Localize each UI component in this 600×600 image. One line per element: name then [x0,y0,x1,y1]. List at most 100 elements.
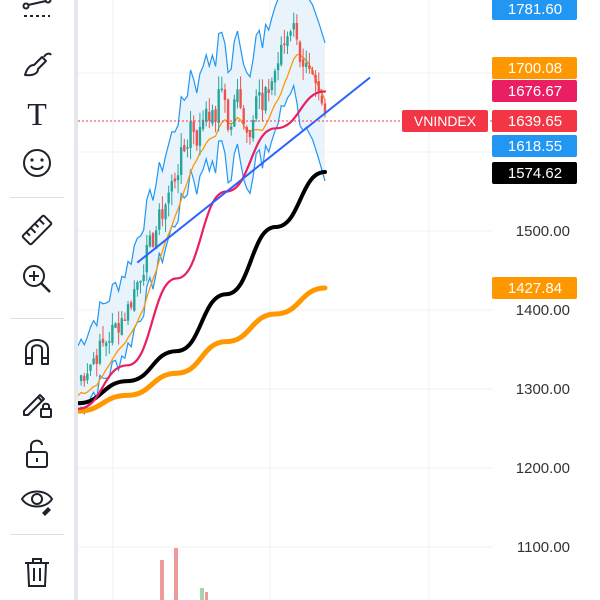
candle-body [114,323,117,328]
toolbar-divider [74,0,78,600]
price-tag-background [492,135,577,157]
volume-bars [160,548,208,600]
candle-body [195,130,199,146]
brush-tool-icon [24,52,52,77]
price-tag-background [492,162,577,184]
candle-body [292,23,295,30]
candle-body [298,42,302,62]
emoji-tool-button[interactable] [12,142,62,184]
candle-body [167,192,170,204]
candle-body [92,358,95,364]
candle-body [86,373,89,381]
candle-body [239,89,242,108]
candle-body [83,376,86,382]
price-tag: 1700.08 [492,57,577,79]
candle-body [233,99,236,127]
y-tick-label: 1100.00 [517,539,570,556]
candle-body [305,62,308,67]
volume-bar [200,588,204,600]
candle-body [317,81,320,93]
candle-body [236,89,239,103]
candle-body [95,355,98,365]
candle-body [255,96,258,119]
candle-body [123,319,127,322]
y-tick-label: 1200.00 [516,460,570,477]
candle-body [120,318,123,335]
lock-drawing-tool-icon [23,394,52,418]
emoji-tool-icon [23,149,51,177]
drawing-toolbar: T [0,0,74,600]
candle-body [264,87,267,111]
candle-body [161,209,164,219]
candle-body [154,230,158,249]
candle-body [189,121,192,149]
candle-body [283,43,286,46]
candle-body [320,95,324,104]
candle-body [201,119,205,130]
price-axis: 1100.001200.001300.001400.001500.001600.… [516,144,570,556]
price-tag: 1676.67 [492,80,577,102]
candle-body [151,233,155,247]
candle-body [129,302,133,308]
candle-body [192,121,195,132]
trend-line-tool-button[interactable] [12,0,62,34]
candle-body [89,364,92,371]
svg-text:T: T [27,96,47,130]
candle-body [211,110,214,124]
trash-delete-tool-button[interactable] [12,551,62,593]
black-moving-average-line [76,170,327,406]
y-tick-label: 1500.00 [516,223,570,240]
price-tag-value: 1574.62 [508,165,562,182]
candle-body [295,22,299,40]
candle-body [183,145,186,152]
ruler-tool-button[interactable] [12,209,62,251]
unlock-tool-button[interactable] [12,432,62,474]
text-tool-button[interactable]: T [12,92,62,134]
candle-body [111,324,114,343]
toolbar-separator [10,318,64,319]
price-tag-background [492,80,577,102]
symbol-tag: VNINDEX [402,110,488,132]
ruler-tool-icon [21,214,53,246]
candle-body [242,108,245,125]
candle-body [186,147,189,149]
candle-body [164,204,167,220]
candle-body [301,59,305,67]
eye-visibility-tool-button[interactable] [12,479,62,521]
candles [79,12,327,387]
candle-body [136,282,139,290]
candle-body [280,44,283,65]
candle-body [214,109,217,122]
magnet-tool-button[interactable] [12,330,62,372]
candle-body [145,245,148,273]
candle-body [179,147,183,175]
price-tag-value: 1639.65 [508,113,562,130]
candle-body [267,89,270,93]
trend-line-tool-icon [22,0,52,17]
candle-body [258,92,261,96]
candle-body [198,126,202,146]
candle-body [308,65,311,69]
candle-body [148,235,152,247]
candle-body [204,108,208,122]
price-tag-background [492,0,577,20]
toolbar-separator [10,197,64,198]
price-tag: 1781.60 [492,0,577,20]
bollinger-upper-line [77,0,326,347]
candle-body [173,178,177,182]
brush-tool-button[interactable] [12,44,62,86]
lock-drawing-tool-button[interactable] [12,381,62,423]
candle-body [261,92,264,111]
candle-body [289,31,292,36]
price-tag: 1639.65 [492,110,577,132]
price-tag-value: 1676.67 [508,83,562,100]
unlock-tool-icon [26,439,48,468]
zoom-in-tool-button[interactable] [12,258,62,300]
price-tag-background [492,277,577,299]
candle-body [273,70,277,83]
price-tag: 1427.84 [492,277,577,299]
candle-body [117,323,120,333]
candle-body [223,89,227,101]
zoom-in-tool-icon [23,265,51,293]
